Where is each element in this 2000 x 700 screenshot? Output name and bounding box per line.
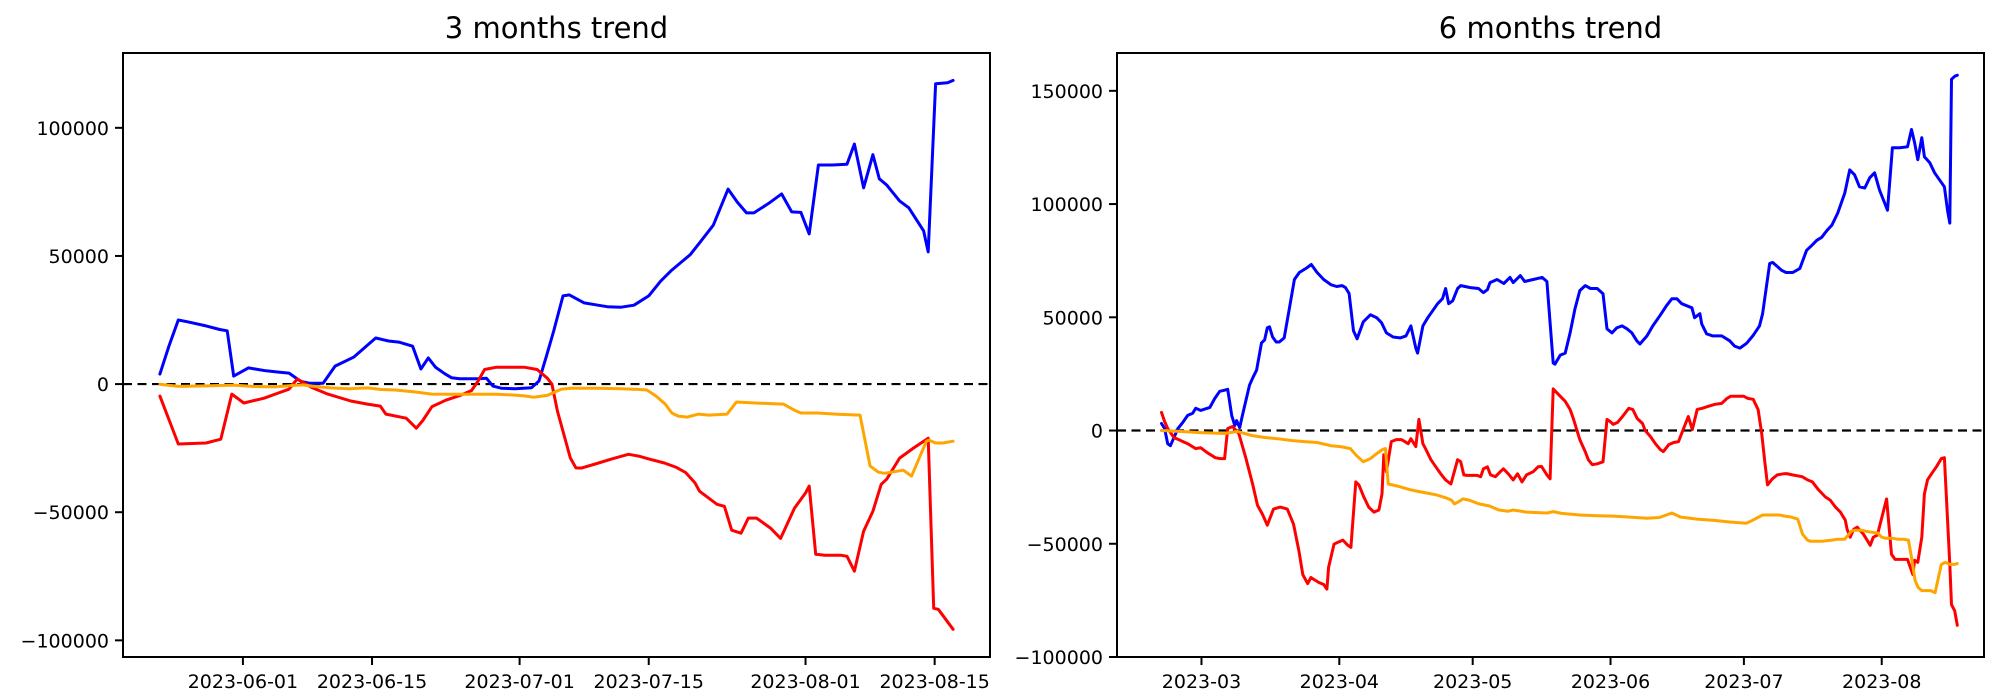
chart-title-3-months: 3 months trend <box>444 11 669 45</box>
x-tick-label: 2023-07 <box>1704 671 1783 693</box>
x-tick-label: 2023-06-15 <box>317 671 427 693</box>
x-tick-label: 2023-06 <box>1571 671 1650 693</box>
y-tick-label: 100000 <box>1030 194 1103 216</box>
series-line-blue <box>1160 73 1959 448</box>
series-line-red <box>1160 387 1959 627</box>
y-tick-label: 0 <box>97 374 109 396</box>
chart-3-months-trend: 100000 50000 0 −50000 −100000 2023-06-01 2023-… <box>21 52 991 693</box>
y-tick-label: −50000 <box>1027 534 1103 556</box>
y-tick-label: 150000 <box>1030 81 1103 103</box>
plot-border <box>122 52 991 658</box>
y-tick-label: 0 <box>1091 421 1103 443</box>
y-tick-label: 100000 <box>36 118 109 140</box>
chart-title-6-months: 6 months trend <box>1438 11 1663 45</box>
plot-border <box>1116 52 1985 658</box>
series-line-orange <box>158 382 955 478</box>
x-tick-label: 2023-07-01 <box>464 671 574 693</box>
x-tick-label: 2023-03 <box>1162 671 1241 693</box>
y-tick-label: 50000 <box>1043 307 1103 329</box>
series-line-red <box>158 365 955 631</box>
x-tick-label: 2023-08-15 <box>879 671 989 693</box>
y-tick-label: −50000 <box>33 502 109 524</box>
x-tick-label: 2023-06-01 <box>188 671 298 693</box>
x-tick-label: 2023-05 <box>1433 671 1512 693</box>
x-tick-label: 2023-08-01 <box>750 671 860 693</box>
y-tick-label: 50000 <box>49 246 109 268</box>
x-tick-label: 2023-08 <box>1842 671 1921 693</box>
chart-6-months-trend: 150000 100000 50000 0 −50000 −100000 2023-03 20… <box>1015 52 1985 693</box>
x-tick-label: 2023-04 <box>1300 671 1379 693</box>
y-tick-label: −100000 <box>21 630 109 652</box>
series-line-orange <box>1160 429 1959 595</box>
x-tick-label: 2023-07-15 <box>594 671 704 693</box>
series-line-blue <box>158 78 955 391</box>
y-tick-label: −100000 <box>1015 647 1103 669</box>
